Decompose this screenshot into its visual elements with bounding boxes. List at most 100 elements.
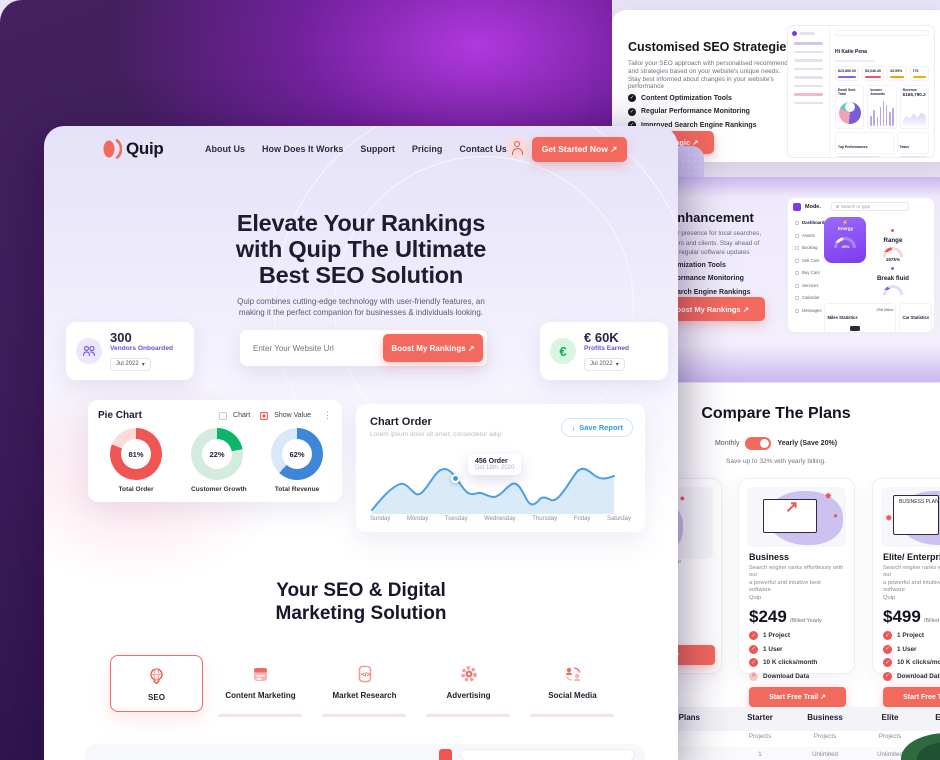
tab-underline	[218, 714, 302, 717]
chart-checkbox[interactable]	[219, 411, 228, 420]
nav-contact-us[interactable]: Contact Us	[459, 144, 507, 154]
quip-logo[interactable]: Quip	[102, 138, 164, 160]
skeleton-bar	[799, 32, 815, 35]
highlight-bar	[849, 325, 860, 332]
menu-label: Buy Cars	[802, 270, 820, 275]
sidebar-item-messages[interactable]: Messages	[795, 305, 824, 318]
plans-title: Compare The Plans	[701, 405, 851, 422]
tab-seo[interactable]: SEO	[110, 655, 203, 712]
desc-line: changes with regular software updates	[640, 249, 750, 257]
save-report-button[interactable]: ↓ Save Report	[561, 418, 633, 437]
table-header-starter: Starter	[747, 713, 773, 722]
business-name: Business	[749, 552, 790, 562]
nav-about-us[interactable]: About Us	[205, 144, 245, 154]
get-started-button[interactable]: Get Started Now ↗	[532, 137, 627, 162]
desc-line: Optimize your presence for local searche…	[640, 230, 762, 237]
sidebar-item-sell-cars[interactable]: Sell Cars	[795, 255, 824, 268]
tab-underline	[322, 714, 406, 717]
profits-period-dropdown[interactable]: Jul 2022 ▾	[584, 357, 625, 371]
tooltip-date: Oct 18th, 2020	[475, 465, 515, 471]
people-icon	[82, 345, 96, 357]
energy-label: Energy	[837, 226, 854, 231]
revenue-value: $165,790.2	[902, 92, 926, 97]
vendors-period-dropdown[interactable]: Jul 2022 ▾	[110, 357, 151, 371]
pricing-card-elite: BUSINESS PLAN ✸ Elite/ Enterprise Search…	[872, 478, 940, 707]
skeleton-bar	[794, 93, 823, 96]
nav-how-it-works[interactable]: How Does It Works	[262, 144, 344, 154]
feature-label: 1 User	[763, 645, 783, 653]
trend-line	[838, 76, 856, 78]
sidebar-item-calendar[interactable]: Calendar	[795, 292, 824, 305]
brake-label: Break fluid	[876, 275, 909, 282]
elite-trial-button[interactable]: Start Free Trail ↗	[883, 686, 940, 707]
miles-statistics-card: Miles Statistics 256 Miles	[824, 303, 897, 332]
svg-text:</>: </>	[361, 672, 371, 679]
kebab-menu-icon[interactable]: ⋮	[323, 410, 332, 420]
desc-line: near customers and clients. Stay ahead o…	[640, 239, 760, 247]
mockup-search-input[interactable]: Search or type	[830, 202, 909, 211]
desc-line: performance	[628, 83, 664, 91]
gear-icon: ✸	[885, 513, 893, 523]
feature-label: 1 Project	[763, 632, 790, 640]
website-url-input[interactable]	[244, 343, 383, 353]
skeleton-bar	[838, 156, 881, 157]
business-price: $249	[749, 607, 787, 627]
business-desc: Search engine ranks effortlessly with ou…	[749, 565, 844, 602]
mockup-main: ⚡ Energy 45% Range 157k% Break fluid 9%	[824, 215, 934, 332]
donut-value: 62%	[282, 439, 312, 469]
show-value-checkbox[interactable]	[260, 411, 269, 420]
code-phone-icon: </>	[318, 663, 411, 685]
x-tick: Tuesday	[444, 516, 468, 522]
table-header-business: Business	[807, 713, 843, 722]
billing-toggle[interactable]	[745, 437, 772, 450]
download-icon: ↓	[571, 423, 576, 432]
dashboard-sidebar	[788, 26, 830, 157]
sidebar-item-booking[interactable]: Booking	[795, 242, 824, 255]
preview-logo-icon	[439, 748, 452, 760]
feature-row: ✓ 1 Project	[749, 631, 844, 641]
kpi-tiles: Range 157k% Break fluid 9%	[870, 217, 932, 295]
energy-tile: ⚡ Energy 45%	[824, 217, 867, 263]
range-label: Range	[883, 237, 903, 244]
sidebar-item-assets[interactable]: Assets	[795, 230, 824, 243]
tab-market-research[interactable]: </> Market Research	[318, 663, 411, 703]
nav-pricing[interactable]: Pricing	[411, 144, 443, 154]
menu-label: Dashboard	[802, 220, 825, 225]
table-cell: Projects	[748, 733, 772, 740]
donut-value: 22%	[202, 439, 232, 469]
feature-row: ✓ 1 Project	[883, 631, 940, 641]
tab-social-media[interactable]: Social Media	[526, 663, 619, 703]
chevron-down-icon: ▾	[141, 361, 145, 368]
menu-icon	[795, 258, 799, 263]
sidebar-item-services[interactable]: Services	[795, 280, 824, 293]
dashboard-search-bar	[835, 30, 929, 36]
skeleton-bar	[835, 60, 875, 62]
desc-line: Search engine ranks effortlessly with ou…	[749, 565, 844, 579]
vendors-icon	[76, 338, 102, 364]
donut-label: Total Revenue	[274, 486, 320, 493]
yearly-label: Yearly (Save 20%)	[777, 440, 838, 447]
tab-advertising[interactable]: Advertising	[422, 663, 515, 703]
skeleton-bar	[794, 101, 823, 104]
boost-rankings-button[interactable]: Boost My Rankings ↗	[383, 334, 483, 362]
stat-value: 33.99%	[890, 69, 903, 73]
nav-support[interactable]: Support	[360, 144, 395, 154]
business-trial-button[interactable]: Start Free Trail ↗	[749, 686, 846, 707]
tab-content-marketing[interactable]: Content Marketing	[214, 663, 307, 703]
search-icon	[835, 205, 839, 208]
bullet-label: Content Optimization Tools	[641, 94, 732, 102]
bullet-label: Content Optimization Tools	[635, 261, 726, 269]
sidebar-item-buy-cars[interactable]: Buy Cars	[795, 267, 824, 280]
desc-line: Search engine ranks effortlessly with ou…	[883, 565, 940, 579]
feature-label: 10 K clicks/month	[763, 659, 818, 667]
check-icon: ✓	[883, 658, 892, 668]
chart-highlight-dot	[451, 474, 460, 483]
user-avatar[interactable]	[506, 137, 528, 159]
sidebar-item-dashboard[interactable]: Dashboard	[795, 217, 824, 230]
mockup-brand: Mode.	[805, 203, 821, 210]
donut-chart: 22%	[191, 428, 243, 480]
skeleton-bar	[899, 156, 926, 157]
seo-strategies-title: Customised SEO Strategies:	[628, 40, 798, 54]
trend-line	[890, 76, 904, 78]
mockup-sidebar: Dashboard Assets Booking Sell Cars Buy C…	[788, 215, 824, 332]
